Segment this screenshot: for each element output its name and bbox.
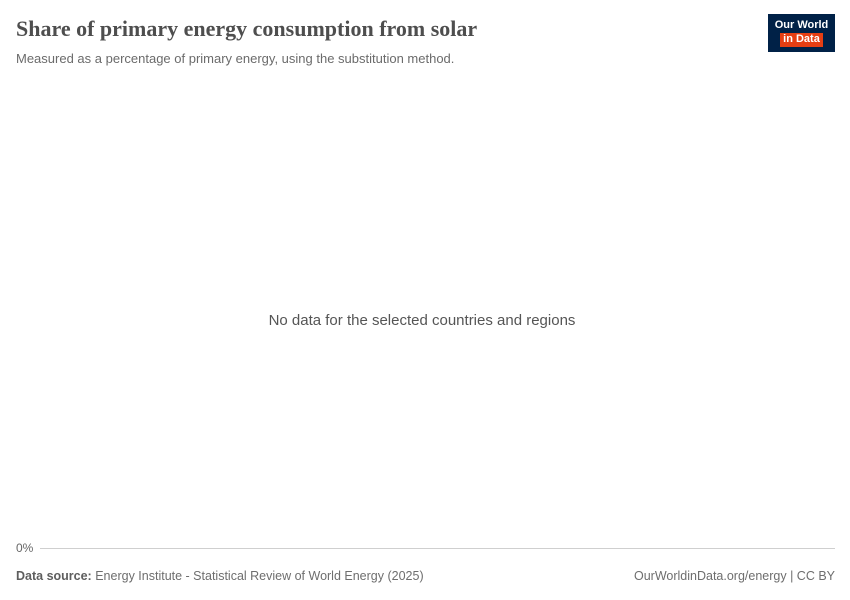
owid-logo[interactable]: Our World in Data bbox=[768, 14, 835, 52]
chart-plot-area: No data for the selected countries and r… bbox=[0, 90, 850, 540]
chart-title: Share of primary energy consumption from… bbox=[16, 16, 478, 41]
chart-header: Share of primary energy consumption from… bbox=[16, 16, 750, 68]
data-source-text: Energy Institute - Statistical Review of… bbox=[95, 569, 424, 583]
y-axis-tick-zero: 0% bbox=[16, 541, 34, 555]
data-source-label: Data source: bbox=[16, 569, 92, 583]
data-source-link[interactable]: Data source: Energy Institute - Statisti… bbox=[16, 569, 424, 584]
chart-subtitle: Measured as a percentage of primary ener… bbox=[16, 51, 455, 67]
chart-footer: Data source: Energy Institute - Statisti… bbox=[16, 569, 835, 584]
owid-logo-line2: in Data bbox=[780, 33, 823, 47]
no-data-message: No data for the selected countries and r… bbox=[268, 312, 576, 329]
attribution-link[interactable]: OurWorldinData.org/energy | CC BY bbox=[633, 569, 835, 583]
x-axis-line bbox=[40, 548, 835, 549]
owid-logo-line1: Our World bbox=[774, 19, 829, 32]
